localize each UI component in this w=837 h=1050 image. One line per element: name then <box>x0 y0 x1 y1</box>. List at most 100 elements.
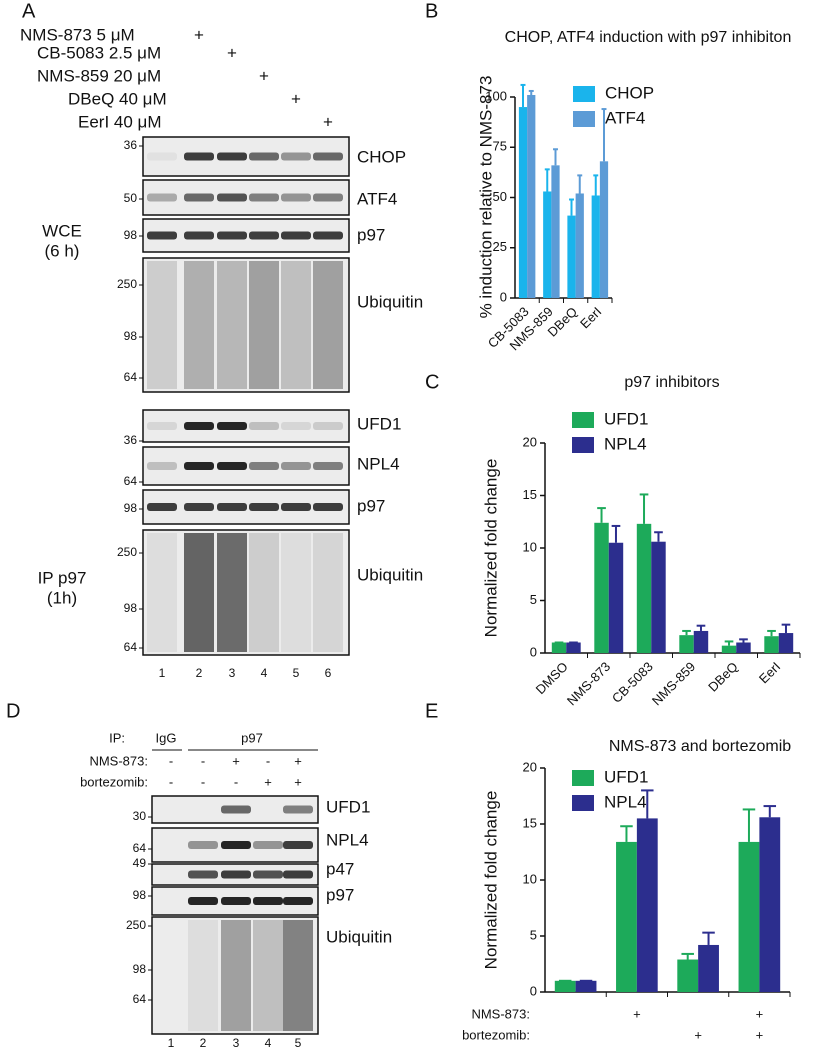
band <box>217 193 247 202</box>
band <box>283 870 313 879</box>
band <box>221 841 251 849</box>
band <box>253 870 283 879</box>
treatment-label: DBeQ 40 μM <box>68 89 167 108</box>
band <box>281 422 311 430</box>
band <box>249 503 279 511</box>
smear <box>147 533 177 652</box>
band <box>249 193 279 202</box>
band <box>249 152 279 161</box>
treatment-mark: - <box>201 753 205 768</box>
bar <box>636 818 658 992</box>
ip-group: p97 <box>241 730 263 745</box>
band <box>221 805 251 814</box>
treatment-label: NMS-873: <box>471 1006 530 1021</box>
band <box>147 152 177 161</box>
panel-letter: C <box>425 371 439 393</box>
treatment-mark: - <box>169 774 173 789</box>
smear <box>281 261 311 389</box>
blot-label: p97 <box>326 885 354 904</box>
y-tick-label: 10 <box>523 871 537 886</box>
band <box>221 897 251 905</box>
treatment-label: NMS-873 5 μM <box>20 25 135 44</box>
y-tick-label: 15 <box>523 815 537 830</box>
legend-swatch <box>573 86 595 102</box>
smear <box>221 920 251 1031</box>
bar <box>594 522 609 653</box>
treatment-mark: + <box>294 774 302 789</box>
band <box>184 193 214 202</box>
mw-label: 250 <box>117 545 137 559</box>
band <box>188 897 218 905</box>
bar <box>591 195 600 298</box>
y-tick-label: 0 <box>500 289 507 304</box>
band <box>249 462 279 470</box>
smear <box>147 261 177 389</box>
mw-label: 50 <box>124 191 138 205</box>
band <box>313 503 343 511</box>
mw-label: 49 <box>133 856 147 870</box>
mw-label: 250 <box>126 918 146 932</box>
mw-label: 64 <box>133 841 147 855</box>
smear <box>253 920 283 1031</box>
legend-swatch <box>573 111 595 127</box>
band <box>281 152 311 161</box>
y-axis-label: Normalized fold change <box>481 791 500 970</box>
bar <box>764 636 779 653</box>
legend-swatch <box>572 795 594 811</box>
lane-number: 5 <box>293 666 300 680</box>
y-tick-label: 20 <box>523 759 537 774</box>
band <box>188 870 218 879</box>
mw-label: 98 <box>124 601 138 615</box>
lane-number: 1 <box>168 1036 175 1050</box>
lane-number: 5 <box>295 1036 302 1050</box>
x-tick-label: DBeQ <box>705 659 741 695</box>
y-tick-label: 25 <box>493 239 507 254</box>
bar <box>759 817 781 992</box>
band <box>281 503 311 511</box>
treatment-mark: + <box>291 89 301 108</box>
band <box>217 422 247 430</box>
treatment-mark: - <box>169 753 173 768</box>
bar <box>738 841 760 992</box>
treatment-mark: + <box>194 25 204 44</box>
lane-number: 4 <box>261 666 268 680</box>
band <box>184 231 214 240</box>
treatment-mark: + <box>294 753 302 768</box>
band <box>253 841 283 849</box>
chart-title: p97 inhibitors <box>624 374 719 391</box>
bar <box>616 841 637 992</box>
band <box>313 462 343 470</box>
mw-label: 250 <box>117 277 137 291</box>
legend-label: NPL4 <box>604 434 647 453</box>
treatment-label: bortezomib: <box>462 1027 530 1042</box>
blot-label: ATF4 <box>357 189 397 208</box>
smear <box>281 533 311 652</box>
blot-label: Ubiquitin <box>326 927 392 946</box>
y-tick-label: 5 <box>530 592 537 607</box>
treatment-label: NMS-873: <box>89 753 148 768</box>
bar <box>698 944 719 992</box>
ip-group: IgG <box>156 730 177 745</box>
legend-label: NPL4 <box>604 792 647 811</box>
mw-label: 64 <box>124 640 138 654</box>
band <box>147 503 177 511</box>
smear <box>184 533 214 652</box>
y-axis-label: % induction relative to NMS-873 <box>476 76 495 319</box>
chart-title: CHOP, ATF4 induction with p97 inhibiton <box>505 29 792 46</box>
blot-label: CHOP <box>357 147 406 166</box>
smear <box>184 261 214 389</box>
band <box>221 870 251 879</box>
mw-label: 30 <box>133 809 147 823</box>
ip-label: IP: <box>109 730 125 745</box>
bar <box>651 541 666 653</box>
band <box>249 422 279 430</box>
bar <box>551 165 560 298</box>
y-tick-label: 50 <box>493 189 507 204</box>
legend-label: CHOP <box>605 83 654 102</box>
band <box>184 462 214 470</box>
treatment-mark: + <box>633 1006 641 1021</box>
bar <box>575 193 584 298</box>
legend-label: ATF4 <box>605 108 645 127</box>
lane-number: 1 <box>159 666 166 680</box>
